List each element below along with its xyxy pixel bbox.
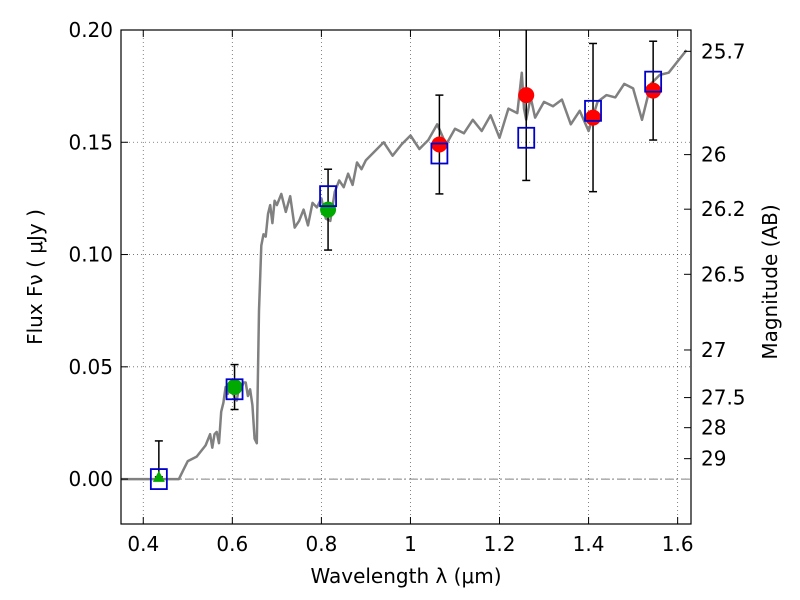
right-tick-label: 27.5 [701,386,746,410]
model-band-point [584,99,602,122]
right-tick-labels: 25.7 26 26.2 26.5 27 27.5 28 29 [701,39,746,470]
x-tick-label: 0.6 [216,532,248,556]
y-tick-label: 0.15 [68,130,113,154]
optical-point [226,379,243,396]
x-tick-labels: 0.4 0.6 0.8 1 1.2 1.4 1.6 [127,532,693,556]
y-tick-labels: 0.00 0.05 0.10 0.15 0.20 [68,18,113,491]
model-band-point [319,185,337,208]
x-tick-label: 0.4 [127,532,159,556]
infrared-point [431,136,448,153]
error-bars [154,30,658,478]
right-tick-label: 26.5 [701,262,746,286]
right-axis-label: Magnitude (AB) [758,204,782,359]
right-tick-label: 29 [701,447,726,471]
x-axis-label: Wavelength λ (μm) [310,564,501,588]
axis-ticks [121,29,691,524]
y-tick-label: 0.00 [68,467,113,491]
data-points [149,70,663,490]
model-band-point [225,378,244,401]
upper-limit-triangle [152,470,165,482]
right-tick-label: 26 [701,143,726,167]
infrared-point [518,87,535,104]
plot-frame [120,29,692,525]
optical-point [320,201,337,218]
model-band-point [149,468,168,490]
x-tick-label: 1.2 [484,532,516,556]
model-band-point [517,126,536,149]
y-tick-label: 0.05 [68,355,113,379]
model-band-point [430,142,449,165]
y-axis-label: Flux Fν ( μJy ) [23,209,47,345]
right-tick-label: 25.7 [701,39,746,63]
x-tick-label: 1 [404,532,417,556]
x-tick-label: 1.6 [662,532,694,556]
grid [121,29,691,524]
y-tick-label: 0.10 [68,243,113,267]
right-tick-label: 28 [701,416,726,440]
right-tick-label: 27 [701,338,726,362]
infrared-point [585,109,602,126]
y-tick-label: 0.20 [68,18,113,42]
model-band-point [644,70,663,93]
right-tick-label: 26.2 [701,197,746,221]
x-tick-label: 1.4 [573,532,605,556]
infrared-point [645,82,662,99]
x-tick-label: 0.8 [305,532,337,556]
